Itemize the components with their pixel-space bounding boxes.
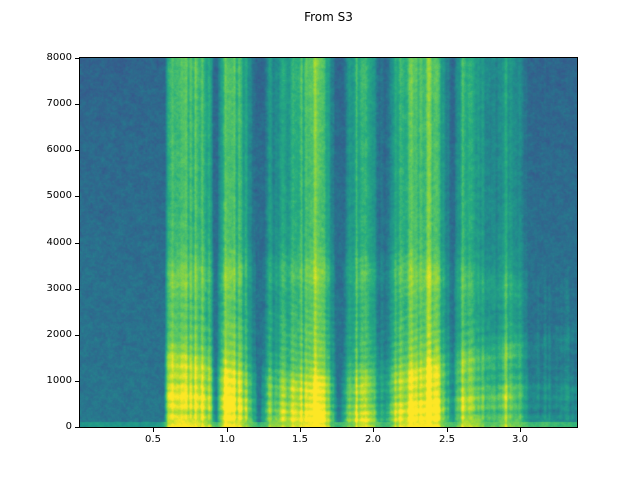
y-tick-label: 2000: [46, 329, 72, 340]
x-tick-mark: [300, 428, 301, 432]
y-tick-mark: [75, 335, 79, 336]
spectrogram-image: [80, 58, 577, 427]
x-tick-mark: [520, 428, 521, 432]
x-tick-label: 2.5: [439, 434, 455, 445]
x-tick-label: 0.5: [145, 434, 161, 445]
y-tick-mark: [75, 289, 79, 290]
y-tick-mark: [75, 243, 79, 244]
y-tick-mark: [75, 104, 79, 105]
x-tick-mark: [153, 428, 154, 432]
x-tick-mark: [373, 428, 374, 432]
y-tick-mark: [75, 196, 79, 197]
x-tick-mark: [227, 428, 228, 432]
y-tick-label: 8000: [46, 52, 72, 63]
axes-frame: [79, 57, 578, 428]
x-tick-mark: [447, 428, 448, 432]
chart-title: From S3: [304, 10, 353, 24]
x-tick-label: 1.5: [292, 434, 308, 445]
y-tick-label: 1000: [46, 375, 72, 386]
y-tick-label: 0: [65, 421, 72, 432]
y-tick-mark: [75, 150, 79, 151]
y-tick-label: 6000: [46, 144, 72, 155]
y-tick-label: 3000: [46, 283, 72, 294]
x-tick-label: 1.0: [219, 434, 235, 445]
x-tick-label: 2.0: [365, 434, 381, 445]
y-tick-label: 4000: [46, 237, 72, 248]
y-tick-mark: [75, 381, 79, 382]
x-tick-label: 3.0: [512, 434, 528, 445]
y-tick-label: 7000: [46, 98, 72, 109]
y-tick-label: 5000: [46, 190, 72, 201]
y-tick-mark: [75, 58, 79, 59]
y-tick-mark: [75, 427, 79, 428]
